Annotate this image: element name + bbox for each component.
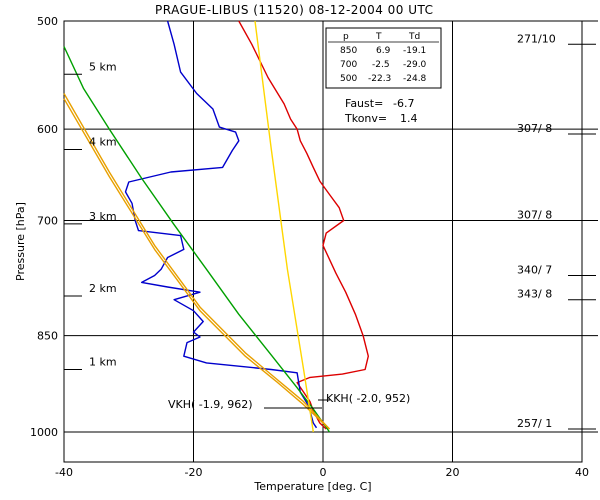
table-header-p: p: [343, 32, 349, 42]
y-axis-label: Pressure [hPa]: [14, 202, 27, 281]
table-cell: -2.5: [372, 60, 390, 70]
indices: Faust= -6.7 Tkonv= 1.4: [344, 97, 418, 125]
table-cell: -19.1: [403, 46, 426, 56]
x-tick-label: 20: [446, 466, 460, 479]
series-line-5: [254, 20, 314, 433]
height-label: 1 km: [89, 356, 117, 369]
wind-label: 271/10: [517, 32, 556, 45]
y-tick-label: 850: [37, 330, 58, 343]
level-annotations: VKH( -1.9, 962) KKH( -2.0, 952): [168, 392, 410, 411]
table-header-td: Td: [408, 32, 420, 42]
plot-border: [63, 20, 583, 463]
table-header-t: T: [375, 32, 382, 42]
y-tick-label: 700: [37, 215, 58, 228]
series-layer: [63, 20, 369, 433]
wind-labels: 271/10 307/ 8 307/ 8 340/ 7 343/ 8 257/ 1: [517, 32, 596, 430]
kkh-annotation: KKH( -2.0, 952): [326, 392, 410, 405]
height-label: 3 km: [89, 210, 117, 223]
wind-label: 307/ 8: [517, 122, 552, 135]
x-tick-label: 0: [320, 466, 327, 479]
data-table-border: [325, 27, 442, 89]
table-cell: 6.9: [376, 46, 391, 56]
wind-label: 340/ 7: [517, 263, 552, 276]
table-cell: -24.8: [403, 74, 427, 84]
series-line-1: [124, 20, 318, 429]
x-axis-label: Temperature [deg. C]: [253, 480, 371, 493]
wind-label: 343/ 8: [517, 288, 552, 301]
series-line-2: [63, 46, 331, 433]
y-tick-label: 600: [37, 123, 58, 136]
tkonv-value: 1.4: [400, 112, 418, 125]
axis-labels: 500 600 700 850 1000 -40 -20 0 20 40 Temperature […: [14, 15, 589, 493]
faust-value: -6.7: [393, 97, 414, 110]
wind-label: 257/ 1: [517, 417, 552, 430]
tkonv-label: Tkonv=: [344, 112, 387, 125]
y-tick-label: 500: [37, 15, 58, 28]
series-line-3: [63, 98, 330, 430]
height-label: 4 km: [89, 136, 117, 149]
x-tick-label: -40: [55, 466, 73, 479]
height-label: 2 km: [89, 282, 117, 295]
wind-label: 307/ 8: [517, 209, 552, 222]
x-tick-label: 40: [575, 466, 589, 479]
vkh-annotation: VKH( -1.9, 962): [168, 398, 253, 411]
y-tick-label: 1000: [30, 426, 58, 439]
plot-frame: [63, 20, 583, 463]
height-label: 5 km: [89, 60, 117, 73]
table-cell: -29.0: [403, 60, 427, 70]
table-cell: 500: [340, 74, 357, 84]
table-cell: 850: [340, 46, 357, 56]
grid-lines: [64, 20, 598, 462]
data-table: p T Td 850 6.9 -19.1 700 -2.5 -29.0 500 …: [325, 27, 442, 89]
height-labels: 5 km 4 km 3 km 2 km 1 km: [64, 60, 117, 371]
series-line-4: [63, 93, 331, 430]
faust-label: Faust=: [345, 97, 383, 110]
table-cell: -22.3: [368, 74, 391, 84]
table-cell: 700: [340, 60, 357, 70]
chart-title: PRAGUE-LIBUS (11520) 08-12-2004 00 UTC: [155, 3, 434, 17]
x-tick-label: -20: [185, 466, 203, 479]
